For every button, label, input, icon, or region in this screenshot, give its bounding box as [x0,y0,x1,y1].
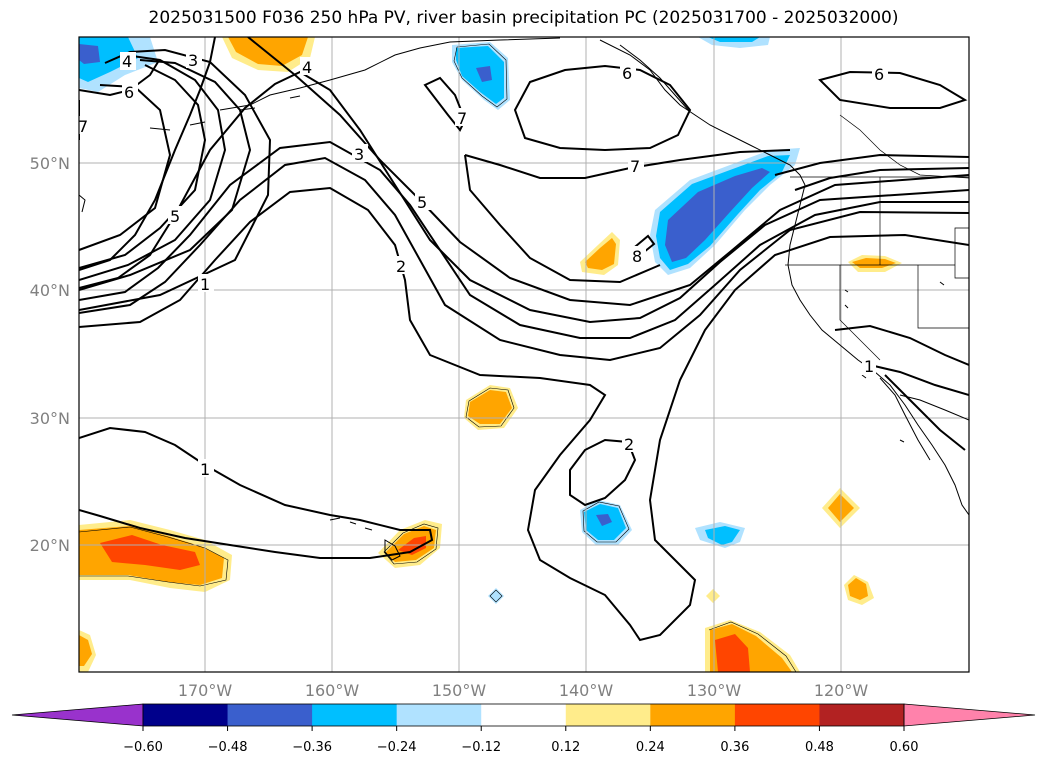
contour-label: 6 [874,65,884,84]
colorbar-swatch [227,704,313,726]
colorbar-tick-label: −0.24 [377,740,417,755]
colorbar-swatch [650,704,736,726]
colorbar-swatch [819,704,905,726]
lat-label: 20°N [30,536,70,555]
contour-label: 2 [396,257,406,276]
lon-label: 170°W [178,681,233,700]
contour-label: 4 [122,52,132,71]
colorbar-extend-min [11,703,144,727]
colorbar-tick-label: −0.60 [123,740,163,755]
coastlines [79,37,969,561]
colorbar-tick-label: −0.48 [208,740,248,755]
lon-label: 130°W [687,681,742,700]
map-title: 2025031500 F036 250 hPa PV, river basin … [148,8,899,28]
contour-labels: 4 3 4 6 7 6 6 7 3 5 5 2 1 7 [78,50,888,479]
contour-label: 5 [170,207,180,226]
contour-label: 2 [624,435,634,454]
colorbar-tick-label: 0.24 [636,740,665,755]
contour-label: 7 [630,157,640,176]
colorbar-tick-label: 0.12 [551,740,580,755]
colorbar-swatch [481,704,567,726]
colorbar-tick-label: −0.36 [292,740,332,755]
lon-label: 140°W [559,681,614,700]
lon-label: 150°W [432,681,487,700]
colorbar-swatch [734,704,820,726]
colorbar-swatch [565,704,651,726]
contour-label: 4 [302,58,312,77]
contour-label: 6 [124,83,134,102]
lat-label: 50°N [30,154,70,173]
map-area: 4 3 4 6 7 6 6 7 3 5 5 2 1 7 [78,37,969,672]
lon-label: 160°W [305,681,360,700]
contour-label: 6 [622,64,632,83]
contour-label: 7 [457,109,467,128]
contour-label: 3 [354,145,364,164]
pv-contours [79,37,969,642]
colorbar-tick-label: 0.48 [805,740,834,755]
colorbar-tick-label: −0.12 [461,740,501,755]
lat-label: 40°N [30,281,70,300]
precip-outlines [79,43,797,672]
latitude-labels: 50°N 40°N 30°N 20°N [30,154,70,555]
colorbar-tick-label: 0.36 [720,740,749,755]
colorbar: −0.60 −0.48 −0.36 −0.24 −0.12 0.12 0.24 0.36 0.4… [11,703,1036,755]
lat-label: 30°N [30,409,70,428]
colorbar-extend-max [903,703,1036,727]
colorbar-swatch [312,704,398,726]
colorbar-swatch [396,704,482,726]
contour-label: 1 [200,460,210,479]
lon-label: 120°W [814,681,869,700]
colorbar-frame [142,703,905,727]
contour-label: 7 [78,117,88,136]
colorbar-swatch [143,704,229,726]
contour-label: 5 [417,193,427,212]
contour-label: 3 [188,51,198,70]
contour-label: 1 [864,357,874,376]
colorbar-tick-label: 0.60 [890,740,919,755]
contour-label: 8 [632,247,642,266]
longitude-labels: 170°W 160°W 150°W 140°W 130°W 120°W [178,681,869,700]
contour-label: 1 [200,275,210,294]
map-frame [78,36,970,673]
precip-fills [79,37,902,672]
